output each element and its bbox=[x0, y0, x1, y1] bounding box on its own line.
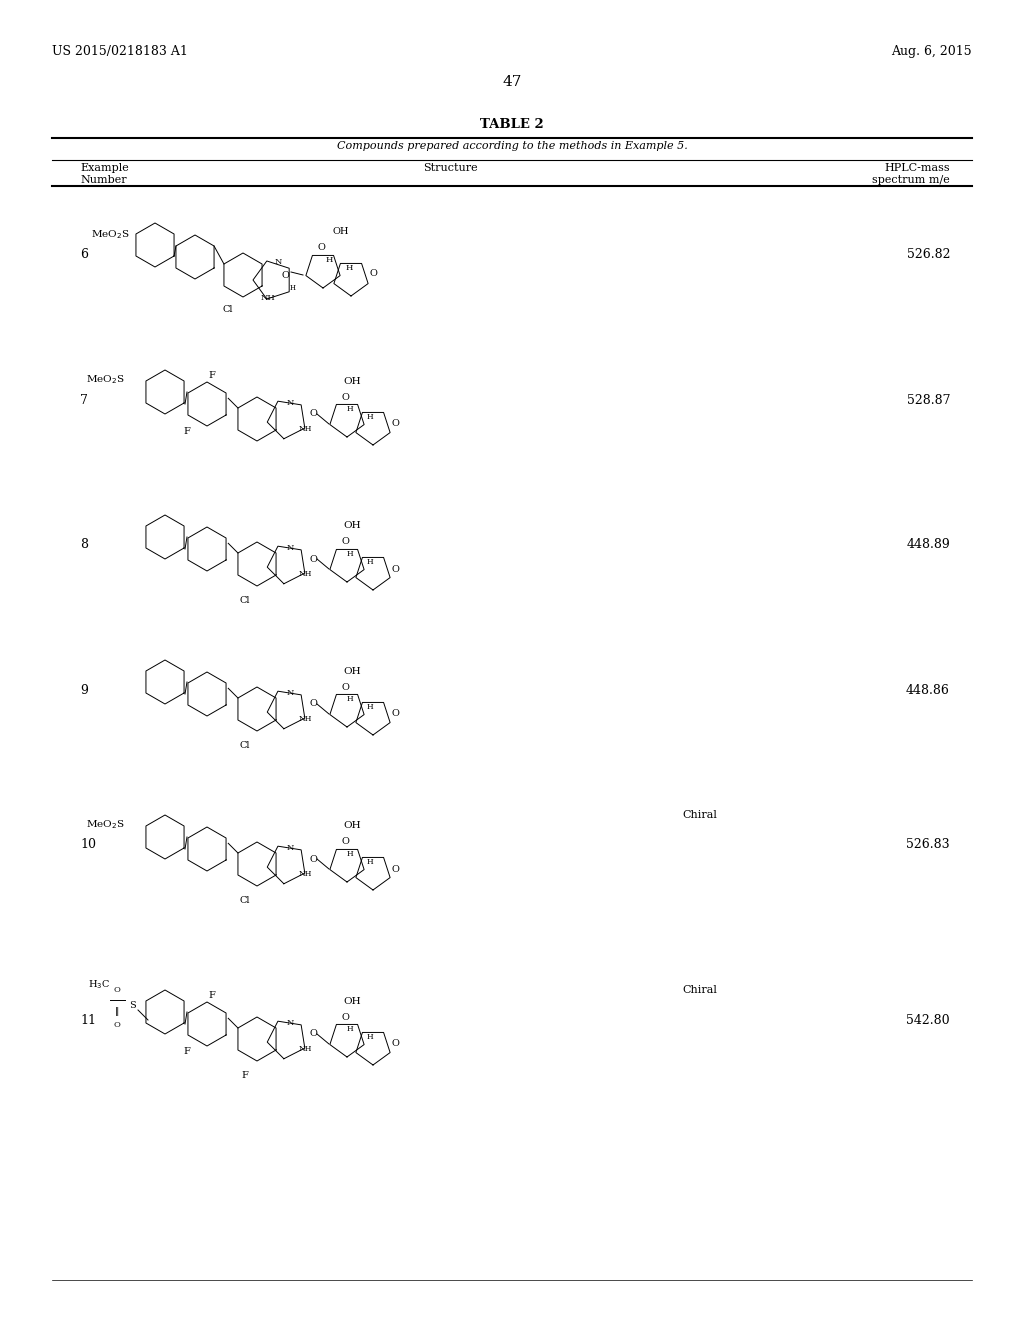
Text: H: H bbox=[367, 413, 374, 421]
Text: Compounds prepared according to the methods in Example 5.: Compounds prepared according to the meth… bbox=[337, 141, 687, 150]
Text: $\|$: $\|$ bbox=[115, 1006, 120, 1019]
Text: 6: 6 bbox=[80, 248, 88, 261]
Text: 11: 11 bbox=[80, 1014, 96, 1027]
Text: O: O bbox=[317, 243, 325, 252]
Text: H: H bbox=[347, 405, 353, 413]
Text: 528.87: 528.87 bbox=[906, 393, 950, 407]
Text: O: O bbox=[391, 420, 399, 429]
Text: H$_3$C: H$_3$C bbox=[88, 978, 110, 991]
Text: NH: NH bbox=[261, 294, 275, 302]
Text: 448.89: 448.89 bbox=[906, 539, 950, 552]
Text: H: H bbox=[290, 284, 296, 292]
Text: 10: 10 bbox=[80, 838, 96, 851]
Text: O: O bbox=[391, 1040, 399, 1048]
Text: 9: 9 bbox=[80, 684, 88, 697]
Text: O: O bbox=[369, 268, 377, 277]
Text: NH: NH bbox=[298, 715, 311, 723]
Text: N: N bbox=[287, 544, 294, 552]
Text: F: F bbox=[209, 991, 215, 1001]
Text: O: O bbox=[309, 700, 316, 709]
Text: O: O bbox=[341, 392, 349, 401]
Text: Cl: Cl bbox=[240, 741, 250, 750]
Text: 526.82: 526.82 bbox=[906, 248, 950, 261]
Text: NH: NH bbox=[298, 425, 311, 433]
Text: MeO$_2$S: MeO$_2$S bbox=[86, 818, 125, 832]
Text: O: O bbox=[309, 554, 316, 564]
Text: H: H bbox=[367, 704, 374, 711]
Text: Aug. 6, 2015: Aug. 6, 2015 bbox=[891, 45, 972, 58]
Text: OH: OH bbox=[343, 521, 360, 531]
Text: O: O bbox=[309, 409, 316, 418]
Text: O: O bbox=[341, 1012, 349, 1022]
Text: N: N bbox=[287, 843, 294, 851]
Text: O: O bbox=[391, 710, 399, 718]
Text: H: H bbox=[347, 1026, 353, 1034]
Text: O: O bbox=[309, 1030, 316, 1039]
Text: NH: NH bbox=[298, 870, 311, 878]
Text: 448.86: 448.86 bbox=[906, 684, 950, 697]
Text: S: S bbox=[129, 1001, 135, 1010]
Text: O: O bbox=[341, 537, 349, 546]
Text: OH: OH bbox=[343, 997, 360, 1006]
Text: O: O bbox=[341, 837, 349, 846]
Text: F: F bbox=[242, 1071, 249, 1080]
Text: N: N bbox=[287, 689, 294, 697]
Text: O: O bbox=[309, 854, 316, 863]
Text: MeO$_2$S: MeO$_2$S bbox=[91, 228, 130, 242]
Text: Cl: Cl bbox=[240, 597, 250, 605]
Text: 526.83: 526.83 bbox=[906, 838, 950, 851]
Text: 8: 8 bbox=[80, 539, 88, 552]
Text: Structure: Structure bbox=[423, 162, 477, 173]
Text: O: O bbox=[391, 565, 399, 573]
Text: Chiral: Chiral bbox=[683, 810, 718, 820]
Text: OH: OH bbox=[343, 667, 360, 676]
Text: OH: OH bbox=[343, 821, 360, 830]
Text: O: O bbox=[341, 682, 349, 692]
Text: HPLC-mass
spectrum m/e: HPLC-mass spectrum m/e bbox=[872, 162, 950, 185]
Text: F: F bbox=[183, 1048, 190, 1056]
Text: NH: NH bbox=[298, 570, 311, 578]
Text: N: N bbox=[287, 1019, 294, 1027]
Text: Example
Number: Example Number bbox=[80, 162, 129, 185]
Text: NH: NH bbox=[298, 1045, 311, 1053]
Text: Chiral: Chiral bbox=[683, 985, 718, 995]
Text: N: N bbox=[274, 257, 282, 267]
Text: F: F bbox=[209, 371, 215, 380]
Text: H: H bbox=[347, 550, 353, 558]
Text: O: O bbox=[391, 865, 399, 874]
Text: 47: 47 bbox=[503, 75, 521, 88]
Text: Cl: Cl bbox=[223, 305, 233, 314]
Text: O: O bbox=[114, 986, 121, 994]
Text: O: O bbox=[281, 271, 289, 280]
Text: OH: OH bbox=[343, 376, 360, 385]
Text: H: H bbox=[347, 850, 353, 858]
Text: Cl: Cl bbox=[240, 896, 250, 906]
Text: TABLE 2: TABLE 2 bbox=[480, 117, 544, 131]
Text: H: H bbox=[345, 264, 352, 272]
Text: F: F bbox=[183, 428, 190, 437]
Text: N: N bbox=[287, 399, 294, 407]
Text: OH: OH bbox=[333, 227, 349, 236]
Text: H: H bbox=[326, 256, 333, 264]
Text: 7: 7 bbox=[80, 393, 88, 407]
Text: MeO$_2$S: MeO$_2$S bbox=[86, 374, 125, 387]
Text: 542.80: 542.80 bbox=[906, 1014, 950, 1027]
Text: H: H bbox=[367, 858, 374, 866]
Text: H: H bbox=[367, 1034, 374, 1041]
Text: O: O bbox=[114, 1020, 121, 1030]
Text: H: H bbox=[347, 696, 353, 704]
Text: US 2015/0218183 A1: US 2015/0218183 A1 bbox=[52, 45, 187, 58]
Text: H: H bbox=[367, 558, 374, 566]
